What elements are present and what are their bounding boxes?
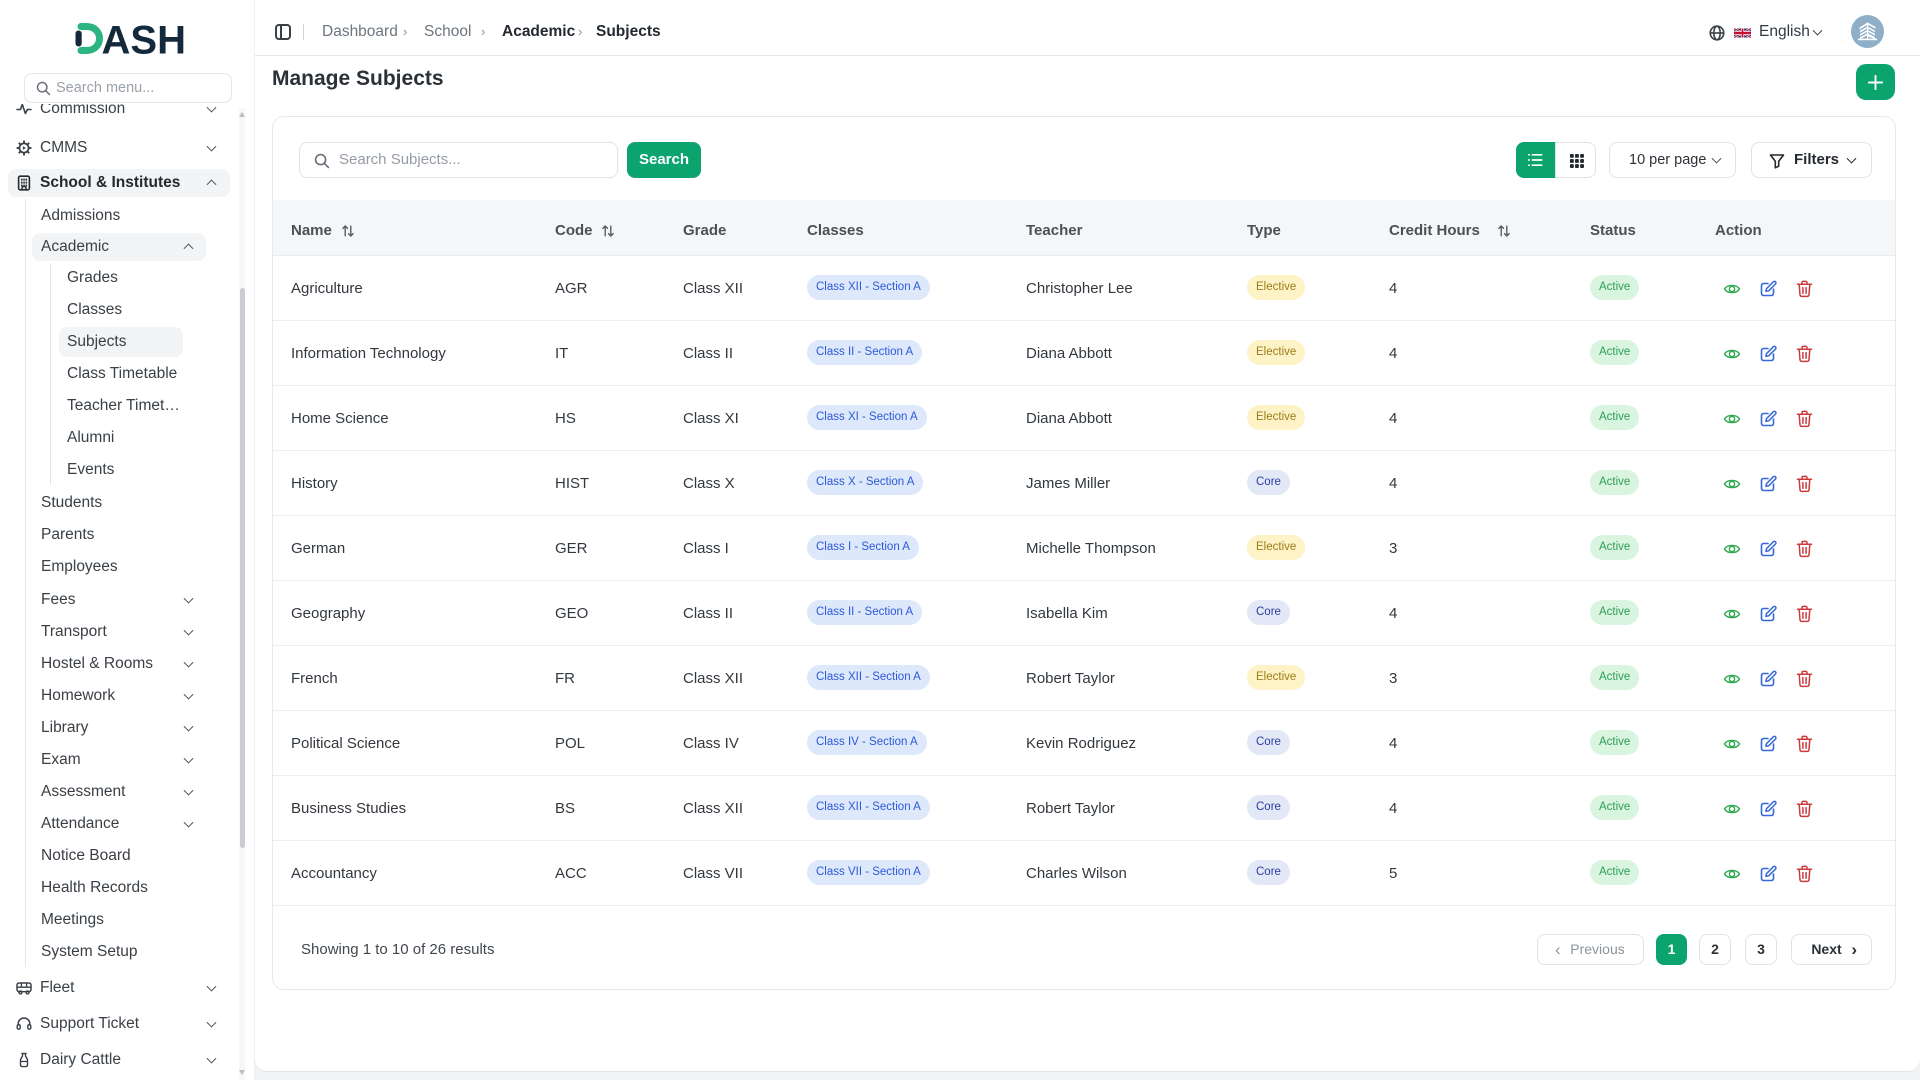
svg-text:ASH: ASH (102, 21, 186, 57)
